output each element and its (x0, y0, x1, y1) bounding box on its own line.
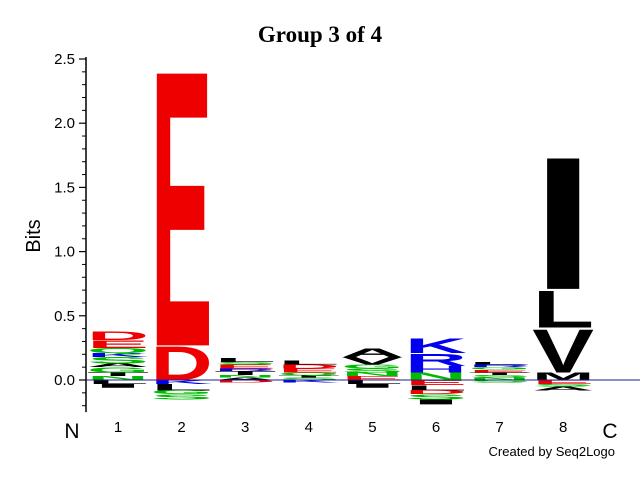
logo-letter-l-pos5: L (341, 379, 403, 385)
logo-letter-s-pos3: S (214, 361, 276, 365)
logo-letter-d-pos4: D (278, 364, 340, 370)
logo-letter-s-pos1: S (87, 355, 149, 365)
logo-letter-t-pos7: T (469, 372, 531, 376)
logo-letter-l-pos6: L (405, 384, 467, 392)
logo-letter-l-pos2: L (151, 382, 213, 392)
logo-letter-t-pos3: T (214, 370, 276, 376)
logo-letter-i-pos6: I (405, 398, 467, 406)
logo-letter-e-pos1: E (87, 338, 149, 350)
logo-letter-d-pos1: D (87, 329, 149, 343)
logo-letter-i-pos5: I (341, 383, 403, 389)
logo-letter-g-pos7: G (469, 367, 531, 371)
y-axis-label: Bits (23, 219, 45, 252)
logo-letter-n-pos1: N (87, 375, 149, 381)
logo-letter-a-pos5: A (341, 346, 403, 360)
logo-letter-g-pos5: G (341, 364, 403, 370)
logo-letter-s-pos2: S (151, 393, 213, 401)
logo-letter-s-pos4: S (278, 377, 340, 381)
y-tick-label-0.0: 0.0 (54, 372, 75, 389)
logo-letter-n-pos6: N (405, 370, 467, 382)
logo-letter-l-pos3: L (214, 357, 276, 363)
logo-letter-e-pos7: E (469, 369, 531, 373)
logo-letter-r-pos3: R (214, 368, 276, 372)
x-tick-label-3: 3 (241, 419, 249, 436)
logo-letter-n-pos7: N (469, 377, 531, 381)
logo-letter-l-pos7: L (469, 361, 531, 365)
x-tick-label-1: 1 (114, 419, 122, 436)
logo-letter-e-pos4: E (278, 367, 340, 373)
logo-letter-e-pos5: E (341, 375, 403, 381)
credit-text: Created by Seq2Logo (489, 444, 615, 459)
y-tick-label-1.0: 1.0 (54, 244, 75, 261)
logo-letter-s-pos7: S (469, 379, 531, 383)
logo-letter-v-pos5: V (341, 355, 403, 367)
logo-letter-i-pos1: I (87, 383, 149, 389)
logo-letter-n-pos5: N (341, 371, 403, 377)
logo-letter-e-pos3: E (214, 364, 276, 370)
logo-letter-e-pos8: E (532, 379, 594, 385)
logo-letter-k-pos1: K (87, 352, 149, 358)
logo-letter-t-pos4: T (278, 374, 340, 378)
logo-letter-g-pos2: G (151, 389, 213, 395)
logo-letter-d-pos3: D (214, 379, 276, 383)
chart-title: Group 3 of 4 (258, 22, 383, 47)
logo-letter-k-pos4: K (278, 379, 340, 383)
logo-letter-i-pos8: I (532, 118, 594, 330)
logo-letter-m-pos8: M (532, 371, 594, 383)
logo-letter-l-pos4: L (278, 360, 340, 366)
x-tick-label-5: 5 (368, 419, 376, 436)
logo-letter-k-pos6: K (405, 334, 467, 358)
logo-letter-h-pos6: H (405, 364, 467, 374)
logo-letter-n-pos3: N (214, 374, 276, 378)
x-tick-label-4: 4 (305, 419, 313, 436)
logo-letter-v-pos8: V (532, 316, 594, 385)
logo-letter-s-pos7: S (469, 374, 531, 378)
logo-letter-k-pos2: K (151, 379, 213, 385)
y-tick-label-1.5: 1.5 (54, 179, 75, 196)
logo-letter-t-pos1: T (87, 371, 149, 377)
y-tick-label-0.5: 0.5 (54, 308, 75, 325)
logo-letter-s-pos6: S (405, 393, 467, 401)
n-terminus-label: N (64, 420, 79, 443)
logo-letter-l-pos8: L (532, 280, 594, 339)
x-tick-label-2: 2 (177, 419, 185, 436)
x-tick-label-8: 8 (559, 419, 567, 436)
logo-letter-a-pos8: A (532, 385, 594, 391)
logo-letter-q-pos4: Q (278, 372, 340, 376)
logo-letter-g-pos1: G (87, 366, 149, 374)
logo-letter-e-pos2: E (151, 0, 213, 429)
logo-letter-r-pos6: R (405, 350, 467, 370)
logo-letter-d-pos2: D (151, 337, 213, 391)
logo-letter-e-pos6: E (405, 379, 467, 387)
axes: 0.0 0.5 1.0 1.5 2.0 2.5 1 2 3 4 5 6 7 8 (54, 51, 640, 436)
y-tick-label-2.5: 2.5 (54, 51, 75, 68)
logo-letter-r-pos7: R (469, 364, 531, 368)
logo-letter-a-pos3: A (214, 377, 276, 381)
logo-letter-s-pos5: S (341, 367, 403, 373)
y-tick-label-2.0: 2.0 (54, 115, 75, 132)
logo-letter-d-pos6: D (405, 389, 467, 395)
x-tick-label-7: 7 (495, 419, 503, 436)
logo-letter-q-pos1: Q (87, 347, 149, 355)
x-tick-label-6: 6 (432, 419, 440, 436)
logo-letter-l-pos1: L (87, 379, 149, 385)
logo-letter-a-pos1: A (87, 362, 149, 368)
logo-letter-s-pos8: S (532, 383, 594, 387)
c-terminus-label: C (602, 420, 617, 443)
